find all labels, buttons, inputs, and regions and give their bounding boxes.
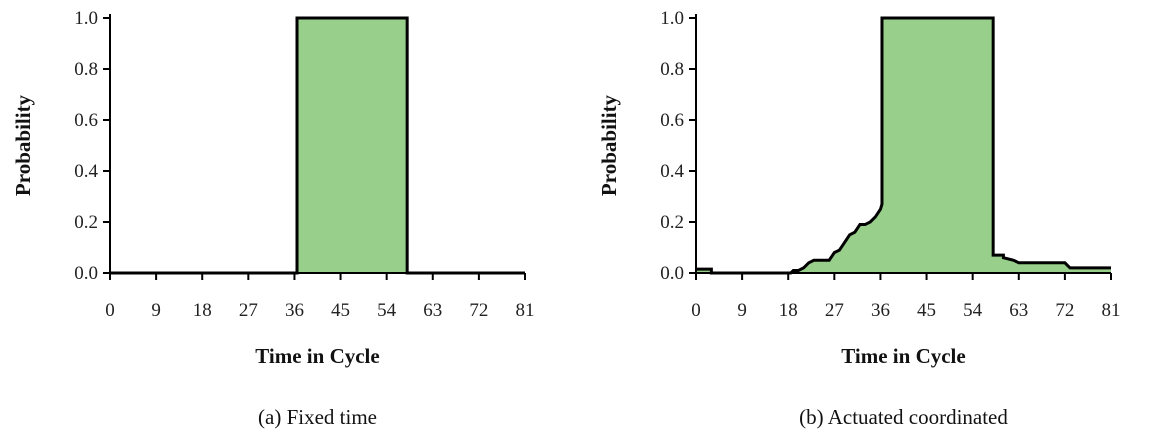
x-axis-title: Time in Cycle [841,344,965,368]
probability-line [696,16,1111,275]
y-axis-title: Probability [597,94,621,196]
x-tick-label: 81 [1102,300,1121,321]
x-tick-label: 63 [1009,300,1028,321]
x-tick-label: 45 [331,300,350,321]
x-tick-label: 54 [963,300,983,321]
figure-caption: (b) Actuated coordinated [799,405,1008,429]
x-tick-label: 45 [917,300,936,321]
y-tick-label: 0.2 [74,212,98,233]
x-tick-label: 36 [871,300,890,321]
y-tick-label: 0.2 [660,212,684,233]
x-tick-label: 18 [779,300,798,321]
y-tick-label: 1.0 [74,8,98,29]
x-tick-label: 63 [423,300,442,321]
x-axis-title: Time in Cycle [255,344,379,368]
probability-area [110,18,525,273]
y-tick-label: 0.0 [74,263,98,284]
x-tick-label: 0 [691,300,701,321]
x-tick-label: 0 [105,300,115,321]
chart-b: 0.0 0.2 0.4 0.6 0.8 1.0 0 9 18 27 36 45 54 63 72 81 Time… [597,8,1121,429]
y-tick-label: 0.8 [660,59,684,80]
figure-caption: (a) Fixed time [258,405,377,429]
x-tick-label: 27 [239,300,258,321]
x-tick-label: 18 [193,300,212,321]
y-axis-title: Probability [11,94,35,196]
y-tick-label: 0.4 [74,161,98,182]
y-tick-label: 0.6 [660,110,684,131]
x-tick-label: 9 [737,300,747,321]
y-tick-label: 1.0 [660,8,684,29]
x-tick-label: 9 [151,300,161,321]
x-tick-label: 72 [469,300,488,321]
x-tick-label: 36 [285,300,304,321]
x-tick-label: 54 [377,300,397,321]
x-tick-label: 27 [825,300,844,321]
y-tick-label: 0.8 [74,59,98,80]
probability-area [696,18,1111,273]
y-tick-label: 0.4 [660,161,684,182]
y-tick-label: 0.6 [74,110,98,131]
x-tick-label: 81 [516,300,535,321]
x-tick-label: 72 [1055,300,1074,321]
y-tick-label: 0.0 [660,263,684,284]
chart-panel-a: 0.0 0.2 0.4 0.6 0.8 1.0 0 9 18 27 36 45 54 63 72 81 Time… [0,0,585,438]
chart-panel-b: 0.0 0.2 0.4 0.6 0.8 1.0 0 9 18 27 36 45 54 63 72 81 Time… [586,0,1171,438]
chart-a: 0.0 0.2 0.4 0.6 0.8 1.0 0 9 18 27 36 45 54 63 72 81 Time… [11,8,535,429]
